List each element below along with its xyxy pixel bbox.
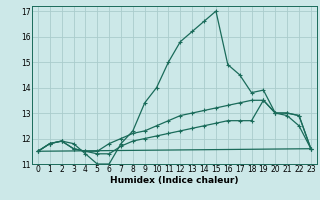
X-axis label: Humidex (Indice chaleur): Humidex (Indice chaleur) bbox=[110, 176, 239, 185]
